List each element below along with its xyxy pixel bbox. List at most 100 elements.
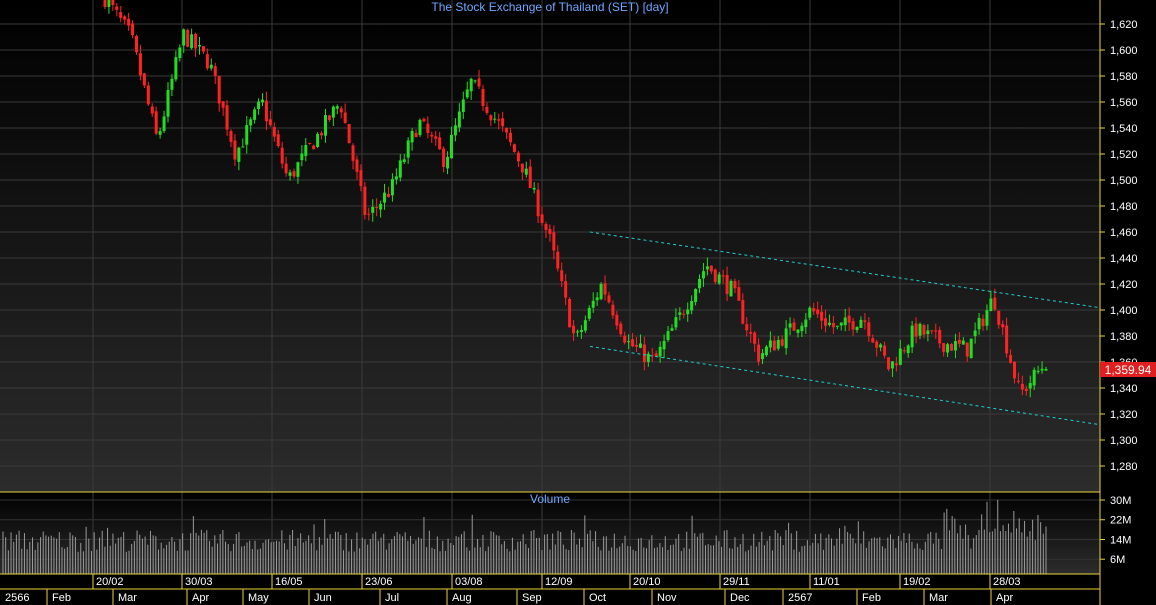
- candle-body: [713, 269, 717, 283]
- candle-body: [816, 309, 820, 315]
- trendline: [589, 231, 1099, 308]
- candle-body: [1016, 380, 1020, 382]
- candle-body: [863, 320, 867, 323]
- candle-body: [394, 176, 398, 180]
- candle-body: [670, 328, 674, 331]
- candle-body: [839, 322, 843, 326]
- candle-body: [764, 346, 768, 356]
- candle-body: [414, 132, 418, 138]
- candle-body: [166, 89, 170, 117]
- candle-body: [323, 115, 327, 136]
- candle-body: [890, 361, 894, 369]
- volume-tick-label: 14M: [1110, 534, 1131, 546]
- candle-body: [205, 54, 209, 69]
- candle-body: [131, 23, 135, 36]
- candle-body: [296, 162, 300, 177]
- candle-body: [1024, 388, 1028, 391]
- candle-body: [965, 342, 969, 357]
- candle-body: [560, 270, 564, 282]
- candle-body: [709, 265, 713, 272]
- candle-body: [757, 344, 761, 362]
- candles: [103, 0, 1048, 398]
- candle-body: [134, 36, 138, 53]
- date-label: 11/01: [813, 576, 840, 588]
- candle-body: [520, 163, 524, 173]
- candle-body: [229, 131, 233, 142]
- candle-body: [843, 317, 847, 326]
- month-label: Feb: [52, 592, 71, 604]
- candle-body: [465, 89, 469, 98]
- candle-body: [536, 189, 540, 217]
- candle-body: [615, 314, 619, 326]
- candle-body: [249, 119, 253, 126]
- month-label: Sep: [522, 592, 542, 604]
- date-label: 20/02: [96, 576, 124, 588]
- chart-title: The Stock Exchange of Thailand (SET) [da…: [431, 0, 668, 14]
- last-price-badge: 1,359.94: [1100, 362, 1156, 377]
- candle-body: [308, 142, 312, 144]
- candle-body: [658, 346, 662, 357]
- candle-body: [698, 279, 702, 289]
- candle-body: [638, 343, 642, 348]
- candle-body: [442, 148, 446, 167]
- candle-body: [997, 310, 1001, 325]
- date-label: 16/05: [275, 576, 303, 588]
- candle-body: [434, 136, 438, 139]
- candle-body: [1040, 368, 1044, 371]
- candle-body: [343, 112, 347, 124]
- date-label: 19/02: [903, 576, 931, 588]
- price-tick-label: 1,420: [1110, 279, 1138, 291]
- volume-axis: 30M 22M 14M 6M: [1100, 495, 1131, 566]
- candle-body: [379, 203, 383, 210]
- candle-body: [477, 78, 481, 87]
- candle-body: [501, 118, 505, 127]
- candle-body: [386, 193, 390, 197]
- candle-body: [800, 325, 804, 332]
- candle-body: [512, 144, 516, 152]
- candle-body: [701, 271, 705, 279]
- candle-body: [201, 46, 205, 52]
- candle-body: [646, 353, 650, 362]
- candle-body: [327, 115, 331, 121]
- candle-body: [969, 338, 973, 359]
- candle-body: [859, 319, 863, 328]
- candle-body: [150, 106, 154, 114]
- candle-body: [548, 229, 552, 234]
- date-label: 20/10: [633, 576, 661, 588]
- candle-body: [115, 6, 119, 10]
- month-label: Aug: [452, 592, 472, 604]
- candle-body: [946, 344, 950, 353]
- price-tick-label: 1,300: [1110, 435, 1138, 447]
- candle-body: [989, 298, 993, 312]
- candle-body: [497, 119, 501, 121]
- candle-body: [930, 330, 934, 332]
- price-tick-label: 1,600: [1110, 45, 1138, 57]
- date-label: 12/09: [545, 576, 573, 588]
- candle-body: [103, 0, 107, 8]
- candle-body: [568, 298, 572, 328]
- candle-body: [186, 29, 190, 47]
- candle-body: [225, 105, 229, 130]
- month-label: Feb: [862, 592, 881, 604]
- candle-body: [339, 108, 343, 113]
- candle-body: [320, 132, 324, 136]
- candle-body: [194, 33, 198, 49]
- candle-body: [237, 147, 241, 162]
- price-tick-label: 1,560: [1110, 97, 1138, 109]
- date-label: 29/11: [723, 576, 750, 588]
- price-tick-label: 1,580: [1110, 71, 1138, 83]
- candle-body: [879, 344, 883, 348]
- candle-body: [182, 29, 186, 46]
- candle-body: [768, 340, 772, 348]
- volume-tick-label: 30M: [1110, 495, 1131, 507]
- candle-body: [371, 206, 375, 213]
- candle-body: [1013, 361, 1017, 379]
- candle-body: [898, 348, 902, 365]
- candle-body: [524, 168, 528, 175]
- candle-body: [312, 145, 316, 150]
- candle-body: [820, 311, 824, 321]
- candle-body: [776, 339, 780, 349]
- candle-body: [938, 329, 942, 344]
- price-tick-label: 1,480: [1110, 201, 1138, 213]
- candle-body: [146, 85, 150, 105]
